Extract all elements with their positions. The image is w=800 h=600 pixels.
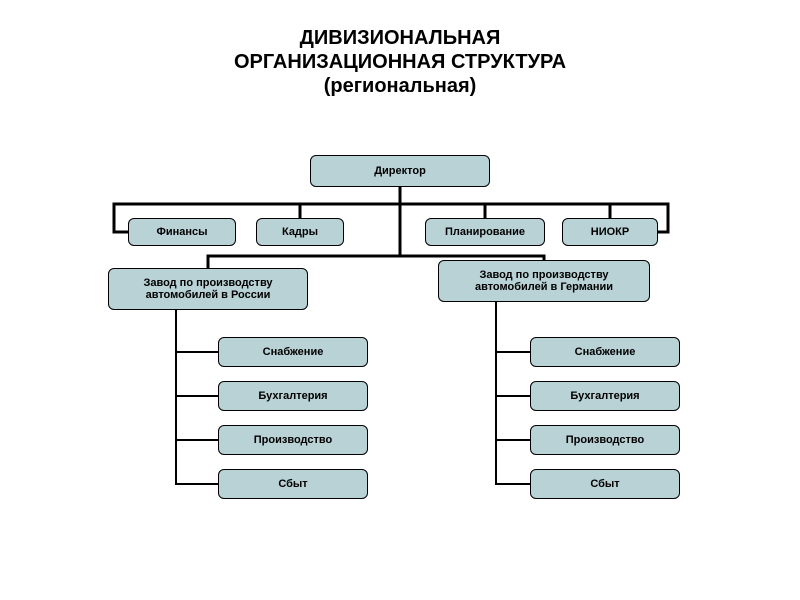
org-node-planning: Планирование (425, 218, 545, 246)
org-node-label: Завод по производству автомобилей в Росс… (115, 277, 301, 301)
org-node-ru_acct: Бухгалтерия (218, 381, 368, 411)
org-node-de_supply: Снабжение (530, 337, 680, 367)
org-node-de_prod: Производство (530, 425, 680, 455)
org-node-label: Кадры (282, 226, 318, 238)
org-node-plant_ru: Завод по производству автомобилей в Росс… (108, 268, 308, 310)
org-node-label: Снабжение (575, 346, 636, 358)
org-node-ru_sales: Сбыт (218, 469, 368, 499)
org-node-label: Финансы (156, 226, 207, 238)
org-node-label: Сбыт (590, 478, 619, 490)
org-node-label: Завод по производству автомобилей в Герм… (445, 269, 643, 293)
org-node-label: Планирование (445, 226, 525, 238)
org-node-de_sales: Сбыт (530, 469, 680, 499)
org-node-de_acct: Бухгалтерия (530, 381, 680, 411)
org-node-label: Снабжение (263, 346, 324, 358)
org-node-label: Сбыт (278, 478, 307, 490)
org-node-ru_prod: Производство (218, 425, 368, 455)
org-node-ru_supply: Снабжение (218, 337, 368, 367)
org-node-label: Производство (254, 434, 332, 446)
org-node-plant_de: Завод по производству автомобилей в Герм… (438, 260, 650, 302)
org-node-label: НИОКР (591, 226, 629, 238)
org-node-label: Бухгалтерия (570, 390, 639, 402)
org-node-finance: Финансы (128, 218, 236, 246)
org-node-label: Бухгалтерия (258, 390, 327, 402)
org-node-label: Производство (566, 434, 644, 446)
org-node-rnd: НИОКР (562, 218, 658, 246)
org-node-label: Директор (374, 165, 426, 177)
org-node-hr: Кадры (256, 218, 344, 246)
org-node-director: Директор (310, 155, 490, 187)
